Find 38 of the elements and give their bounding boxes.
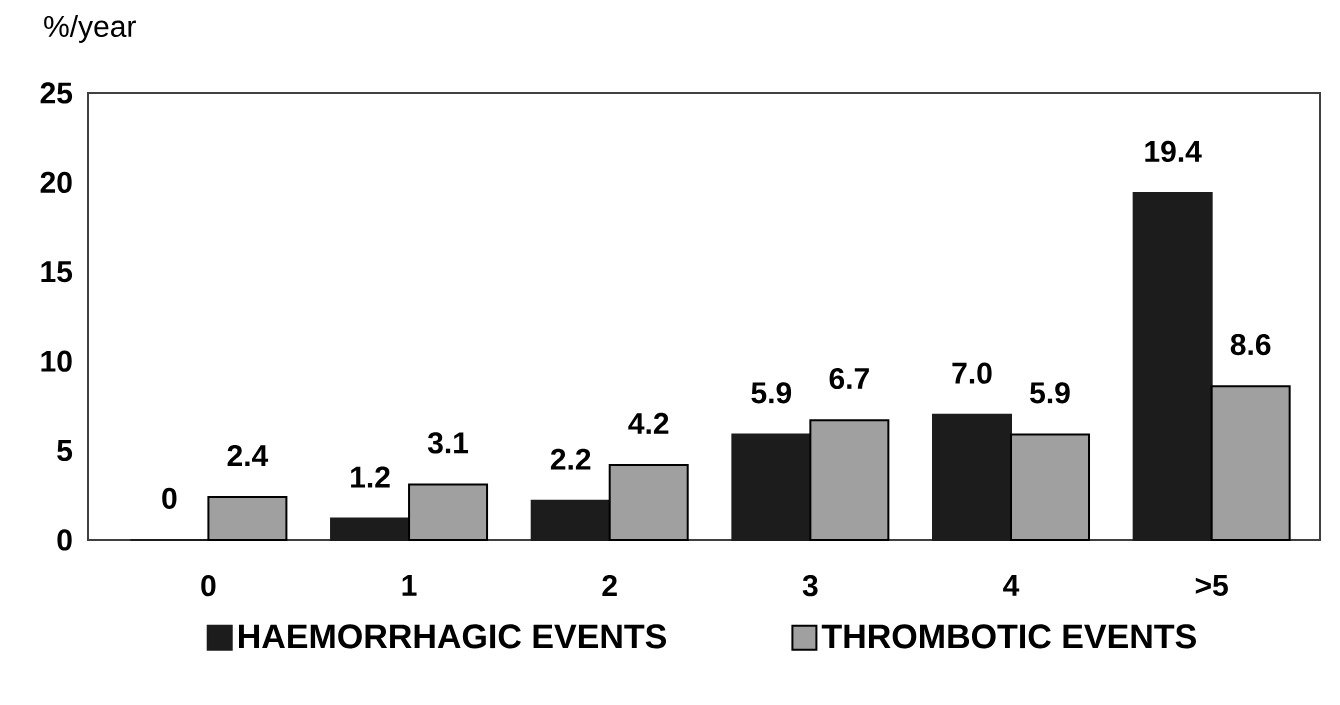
y-tick-label: 15 xyxy=(41,261,73,283)
bar xyxy=(1210,385,1291,541)
legend-label: HAEMORRHAGIC EVENTS xyxy=(239,624,667,649)
data-label: 0 xyxy=(162,487,177,509)
bar xyxy=(1010,433,1091,541)
legend-label: THROMBOTIC EVENTS xyxy=(821,624,1196,649)
bar xyxy=(408,483,489,541)
data-label: 19.4 xyxy=(1145,140,1202,163)
bar xyxy=(1132,192,1213,541)
y-tick-label: 5 xyxy=(57,440,73,462)
bar xyxy=(608,463,689,541)
data-label: 6.7 xyxy=(829,367,869,390)
bar xyxy=(932,413,1013,541)
data-label: 8.6 xyxy=(1230,333,1271,356)
x-tick-label: 1 xyxy=(402,575,417,596)
data-label: 5.9 xyxy=(1030,382,1070,404)
bar xyxy=(731,433,812,541)
y-tick-label: 0 xyxy=(57,529,72,551)
x-tick-label: >5 xyxy=(1195,575,1228,596)
bar xyxy=(330,517,411,541)
x-tick-label: 2 xyxy=(602,575,617,596)
data-label: 5.9 xyxy=(751,382,792,404)
bar xyxy=(809,419,890,541)
data-label: 2.4 xyxy=(227,445,269,467)
y-tick-label: 10 xyxy=(41,350,72,372)
x-tick-label: 3 xyxy=(802,575,818,597)
y-axis-title: %/year xyxy=(44,15,136,43)
data-label: 4.2 xyxy=(628,412,669,434)
data-label: 3.1 xyxy=(427,432,469,454)
y-tick-label: 25 xyxy=(40,82,73,104)
bar xyxy=(530,499,611,541)
data-label: 7.0 xyxy=(952,362,992,384)
bar xyxy=(207,496,288,541)
x-tick-label: 0 xyxy=(201,575,216,597)
data-label: 1.2 xyxy=(351,466,390,488)
x-tick-label: 4 xyxy=(1003,575,1020,596)
data-label: 2.2 xyxy=(550,448,591,470)
y-tick-label: 20 xyxy=(40,171,72,193)
